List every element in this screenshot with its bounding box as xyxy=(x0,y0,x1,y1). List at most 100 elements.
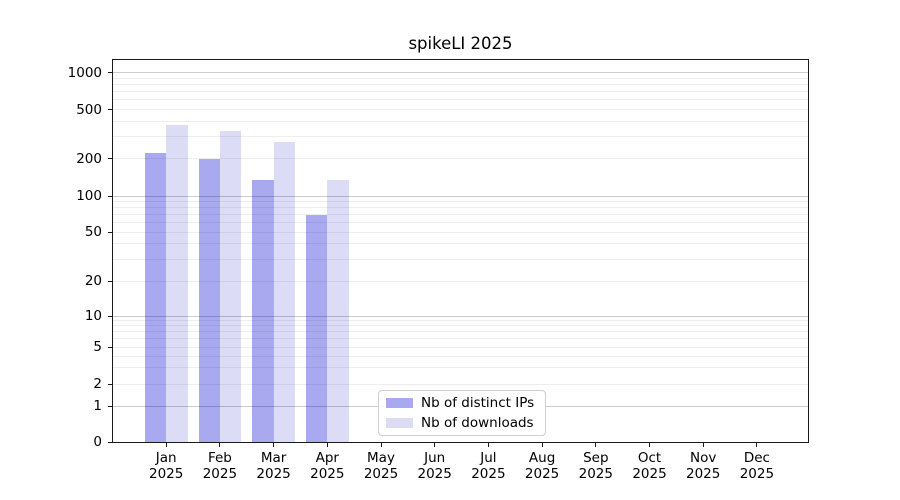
bar-nb-of-downloads-mar xyxy=(273,142,295,442)
y-tick-mark xyxy=(108,231,112,233)
x-tick-label: Dec 2025 xyxy=(729,450,785,482)
gridline-minor xyxy=(113,77,808,79)
gridline-minor xyxy=(113,243,808,245)
x-tick-mark xyxy=(326,443,328,447)
x-tick-mark xyxy=(595,443,597,447)
y-tick-label: 50 xyxy=(84,224,102,240)
y-tick-label: 20 xyxy=(84,273,102,289)
y-tick-label: 1000 xyxy=(67,64,102,81)
x-tick-label-year: 2025 xyxy=(417,466,452,482)
gridline-minor xyxy=(113,258,808,260)
y-tick-label: 100 xyxy=(76,188,102,204)
legend-item: Nb of distinct IPs xyxy=(386,395,545,412)
y-tick-mark xyxy=(108,72,112,73)
x-tick-mark xyxy=(487,443,489,447)
gridline-minor xyxy=(113,136,808,138)
x-tick-label-month: Jun xyxy=(424,450,446,466)
gridline-major xyxy=(113,315,808,317)
x-tick-label-month: Jul xyxy=(480,450,497,466)
legend-label: Nb of distinct IPs xyxy=(421,394,535,411)
x-tick-mark xyxy=(273,443,275,447)
y-tick-mark xyxy=(108,441,112,443)
y-tick-label: 10 xyxy=(84,308,102,324)
x-tick-label-month: Nov xyxy=(690,450,717,466)
x-tick-label: Aug 2025 xyxy=(514,450,570,482)
y-tick-mark xyxy=(108,280,112,282)
x-tick-mark xyxy=(380,443,382,447)
gridline-major xyxy=(113,72,808,73)
bar-nb-of-distinct-ips-feb xyxy=(198,158,220,442)
y-tick-label: 200 xyxy=(76,150,102,167)
x-tick-label-month: May xyxy=(367,450,395,466)
gridline-minor xyxy=(113,214,808,216)
y-tick-label: 500 xyxy=(76,101,102,118)
x-tick-label: May 2025 xyxy=(353,450,409,482)
x-tick-label-year: 2025 xyxy=(471,466,506,482)
x-tick-label-year: 2025 xyxy=(256,466,291,482)
x-tick-label-year: 2025 xyxy=(686,466,721,482)
x-tick-label-month: Oct xyxy=(637,450,662,466)
x-tick-label: Apr 2025 xyxy=(299,450,355,482)
y-tick-label: 2 xyxy=(93,376,102,393)
y-tick-mark xyxy=(108,346,112,348)
x-tick-label-year: 2025 xyxy=(310,466,345,482)
gridline-minor xyxy=(113,338,808,340)
gridline-minor xyxy=(113,158,808,159)
legend-item: Nb of downloads xyxy=(386,415,545,432)
gridline-minor xyxy=(113,320,808,322)
gridline-minor xyxy=(113,383,808,385)
y-tick-mark xyxy=(108,109,112,110)
bar-nb-of-downloads-jan xyxy=(166,124,188,442)
x-tick-label-month: Feb xyxy=(207,450,232,466)
bar-nb-of-downloads-feb xyxy=(219,130,242,442)
gridline-minor xyxy=(113,120,808,122)
y-tick-mark xyxy=(108,405,112,407)
gridline-minor xyxy=(113,109,808,110)
x-tick-label-month: Mar xyxy=(260,450,287,466)
legend-swatch-nb-of-distinct-ips xyxy=(386,398,413,408)
x-tick-mark xyxy=(434,443,436,447)
gridline-minor xyxy=(113,231,808,233)
bar-nb-of-distinct-ips-apr xyxy=(305,214,328,442)
y-tick-label: 1 xyxy=(93,398,102,414)
gridline-minor xyxy=(113,200,808,202)
legend-label: Nb of downloads xyxy=(421,414,534,431)
x-tick-label: Mar 2025 xyxy=(246,450,302,482)
x-tick-label-month: Apr xyxy=(315,450,339,466)
gridline-major xyxy=(113,195,808,197)
gridline-minor xyxy=(113,367,808,369)
gridline-minor xyxy=(113,222,808,224)
x-tick-mark xyxy=(165,443,167,447)
x-tick-label: Feb 2025 xyxy=(192,450,248,482)
gridline-minor xyxy=(113,280,808,282)
gridline-minor xyxy=(113,331,808,333)
gridline-minor xyxy=(113,207,808,209)
x-tick-label-month: Jan xyxy=(155,450,177,466)
x-tick-label: Oct 2025 xyxy=(622,450,678,482)
x-tick-label: Jul 2025 xyxy=(460,450,516,482)
bar-nb-of-distinct-ips-jan xyxy=(144,153,167,442)
gridline-minor xyxy=(113,355,808,357)
chart-title: spikeLI 2025 xyxy=(408,34,513,53)
gridline-minor xyxy=(113,99,808,101)
gridline-minor xyxy=(113,91,808,93)
x-tick-mark xyxy=(649,443,650,447)
x-tick-mark xyxy=(702,443,704,447)
x-tick-label-year: 2025 xyxy=(149,466,184,482)
y-tick-mark xyxy=(108,158,112,159)
x-tick-label-year: 2025 xyxy=(632,466,667,482)
x-tick-label: Nov 2025 xyxy=(675,450,731,482)
x-tick-label-year: 2025 xyxy=(739,466,775,482)
bar-nb-of-distinct-ips-mar xyxy=(252,180,274,442)
x-tick-label-month: Aug xyxy=(528,450,556,466)
x-tick-mark xyxy=(219,443,221,447)
x-tick-label-year: 2025 xyxy=(363,466,399,482)
x-tick-label-month: Sep xyxy=(583,450,609,466)
x-tick-mark xyxy=(541,443,543,447)
gridline-minor xyxy=(113,83,808,85)
y-tick-label: 0 xyxy=(93,434,102,450)
x-tick-label-year: 2025 xyxy=(578,466,613,482)
x-tick-mark xyxy=(756,443,758,447)
x-tick-label: Jun 2025 xyxy=(407,450,463,482)
